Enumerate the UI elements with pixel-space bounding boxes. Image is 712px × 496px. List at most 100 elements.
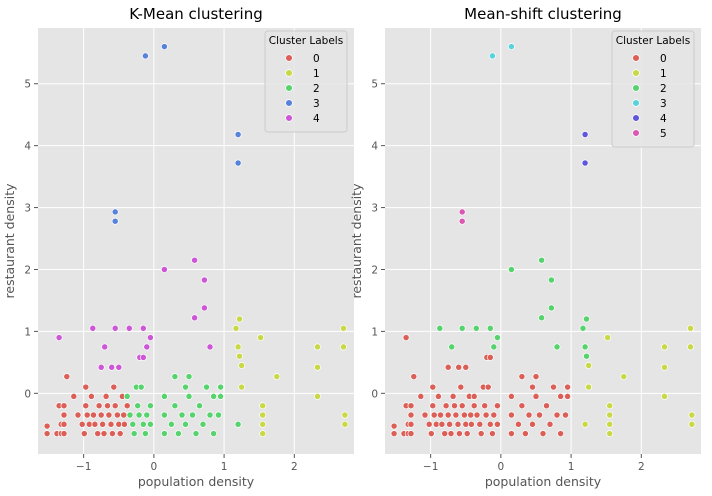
- y-axis-label: restaurant density: [2, 183, 17, 299]
- data-point-cluster-0: [470, 392, 478, 400]
- data-point-cluster-4: [200, 276, 208, 284]
- data-point-cluster-2: [167, 420, 175, 428]
- data-point-cluster-0: [437, 411, 444, 419]
- data-point-cluster-4: [206, 343, 214, 351]
- legend-box: [611, 30, 695, 148]
- legend-label: 4: [660, 113, 667, 125]
- data-point-cluster-0: [60, 411, 68, 419]
- data-point-cluster-0: [407, 420, 415, 428]
- data-point-cluster-2: [139, 420, 147, 428]
- data-point-cluster-0: [113, 411, 121, 419]
- data-point-cluster-0: [476, 420, 484, 428]
- data-point-cluster-2: [583, 315, 590, 323]
- data-point-cluster-4: [125, 324, 133, 332]
- data-point-cluster-0: [477, 430, 485, 438]
- data-point-cluster-2: [210, 392, 218, 400]
- legend-label: 5: [660, 128, 667, 140]
- data-point-cluster-0: [70, 392, 78, 400]
- data-point-cluster-2: [135, 411, 143, 419]
- data-point-cluster-4: [581, 159, 589, 167]
- data-point-cluster-4: [146, 334, 154, 342]
- data-point-cluster-0: [444, 411, 452, 419]
- data-point-cluster-0: [60, 420, 68, 428]
- data-point-cluster-1: [314, 392, 321, 400]
- legend-marker: [632, 84, 640, 92]
- data-point-cluster-0: [564, 383, 572, 391]
- data-point-cluster-2: [160, 430, 168, 438]
- data-point-cluster-0: [507, 430, 515, 438]
- x-tick-label: 1: [568, 461, 575, 473]
- data-point-cluster-0: [108, 430, 116, 438]
- data-point-cluster-2: [448, 343, 456, 351]
- data-point-cluster-2: [210, 430, 218, 438]
- legend-marker: [632, 54, 640, 62]
- data-point-cluster-0: [460, 411, 468, 419]
- data-point-cluster-0: [529, 383, 536, 391]
- data-point-cluster-4: [108, 363, 116, 371]
- x-axis-label: population density: [485, 474, 602, 489]
- data-point-cluster-1: [661, 363, 668, 371]
- data-point-cluster-1: [273, 373, 281, 381]
- data-point-cluster-2: [199, 420, 207, 428]
- data-point-cluster-1: [687, 324, 694, 332]
- data-point-cluster-0: [543, 402, 550, 410]
- data-point-cluster-0: [100, 430, 108, 438]
- data-point-cluster-0: [562, 411, 569, 419]
- data-point-cluster-2: [553, 343, 561, 351]
- legend-box: [264, 30, 348, 133]
- data-point-cluster-0: [63, 373, 71, 381]
- data-point-cluster-5: [458, 217, 466, 225]
- legend-marker: [632, 129, 640, 137]
- data-point-cluster-0: [95, 402, 103, 410]
- legend-label: 0: [313, 53, 320, 65]
- data-point-cluster-0: [481, 402, 489, 410]
- legend-marker: [632, 99, 640, 107]
- data-point-cluster-0: [94, 430, 102, 438]
- legend-title: Cluster Labels: [269, 35, 343, 47]
- data-point-cluster-0: [455, 363, 463, 371]
- x-axis-label: population density: [138, 474, 255, 489]
- y-tick-label: 4: [24, 141, 31, 153]
- data-point-cluster-1: [257, 334, 265, 342]
- data-point-cluster-2: [185, 373, 193, 381]
- data-point-cluster-3: [111, 208, 119, 216]
- data-point-cluster-2: [581, 343, 589, 351]
- data-point-cluster-2: [182, 383, 189, 391]
- data-point-cluster-0: [91, 420, 99, 428]
- data-point-cluster-1: [661, 343, 668, 351]
- data-point-cluster-2: [123, 392, 131, 400]
- data-point-cluster-2: [141, 430, 149, 438]
- legend-marker: [285, 69, 293, 77]
- chart-2: −1 0 1 2 0 1 2 3 4 5 Mean-shift clustering populati…: [349, 5, 701, 489]
- data-point-cluster-0: [447, 430, 455, 438]
- data-point-cluster-0: [107, 420, 115, 428]
- data-point-cluster-0: [120, 411, 128, 419]
- data-point-cluster-2: [160, 411, 168, 419]
- data-point-cluster-0: [60, 402, 68, 410]
- data-point-cluster-0: [60, 430, 68, 438]
- data-point-cluster-2: [129, 420, 137, 428]
- data-point-cluster-2: [436, 324, 444, 332]
- data-point-cluster-0: [123, 402, 131, 410]
- data-point-cluster-0: [390, 430, 398, 438]
- data-point-cluster-0: [90, 411, 97, 419]
- y-tick-label: 1: [24, 326, 31, 338]
- data-point-cluster-0: [557, 430, 565, 438]
- data-point-cluster-1: [581, 420, 589, 428]
- data-point-cluster-1: [606, 402, 614, 410]
- legend-marker: [285, 99, 293, 107]
- data-point-cluster-0: [449, 392, 457, 400]
- y-tick-label: 5: [371, 79, 378, 91]
- data-point-cluster-0: [425, 420, 433, 428]
- data-point-cluster-0: [410, 373, 418, 381]
- data-point-cluster-2: [215, 411, 222, 419]
- data-point-cluster-0: [78, 420, 86, 428]
- data-point-cluster-0: [105, 411, 113, 419]
- data-point-cluster-0: [486, 353, 494, 361]
- x-tick-label: 2: [638, 461, 645, 473]
- data-point-cluster-1: [314, 363, 321, 371]
- data-point-cluster-2: [206, 411, 214, 419]
- data-point-cluster-0: [467, 420, 475, 428]
- data-point-cluster-3: [234, 131, 242, 138]
- data-point-cluster-3: [111, 217, 119, 225]
